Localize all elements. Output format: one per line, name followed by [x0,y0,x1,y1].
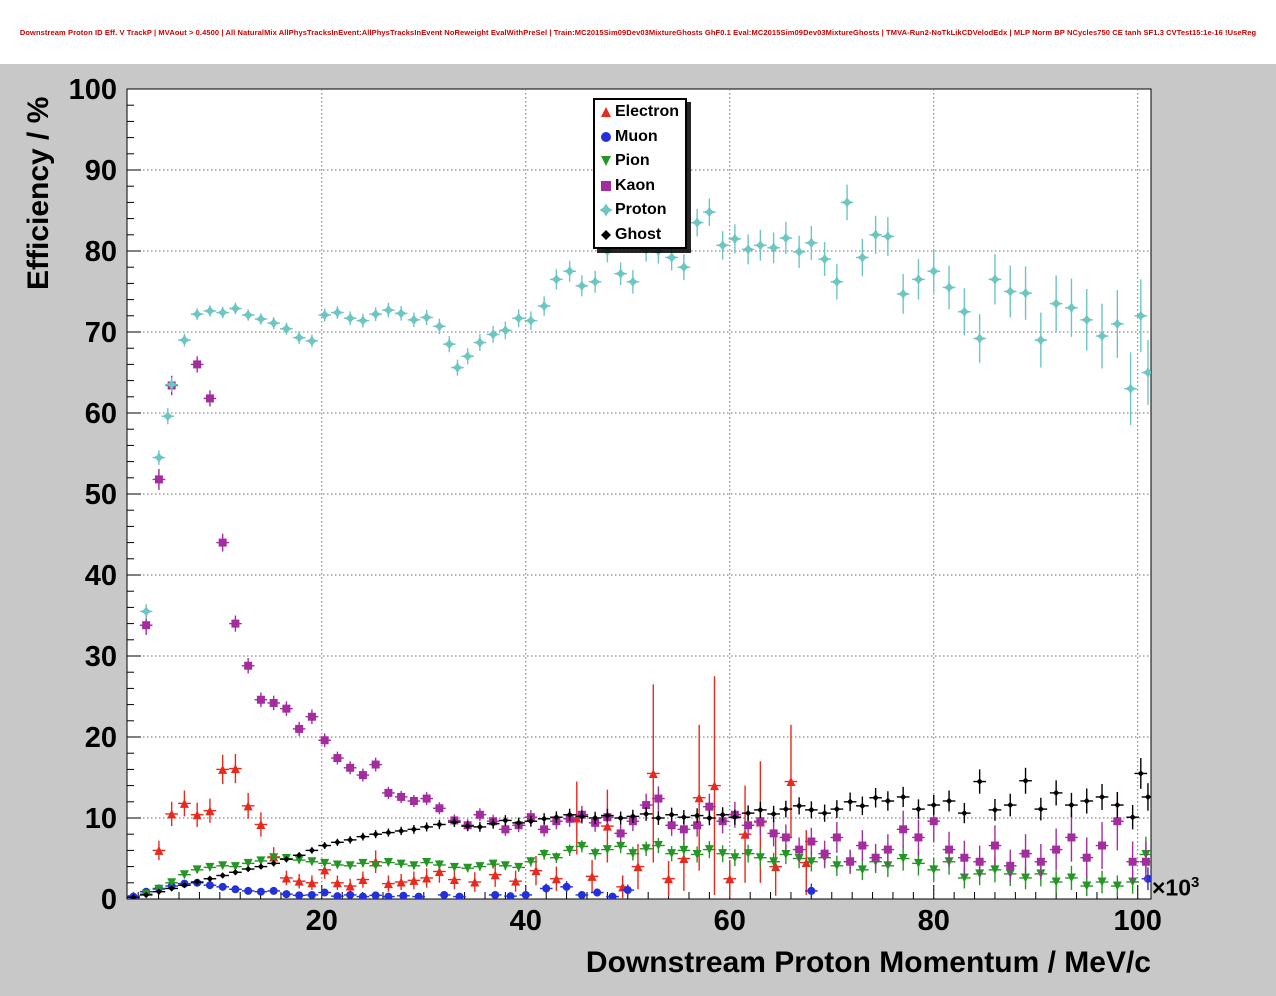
y-tick-label: 60 [85,398,117,430]
legend-item-proton: Proton [595,198,685,223]
electron-marker-icon [601,107,611,118]
legend-item-label: Muon [615,127,658,145]
legend-item-muon: Muon [595,125,685,150]
x-axis-exponent-power: 3 [1191,874,1200,891]
legend-item-label: Ghost [615,225,662,243]
x-tick-label: 100 [1114,905,1162,937]
series-ghost [127,758,1151,899]
y-tick-label: 0 [101,884,117,916]
ghost-marker-icon [601,229,611,240]
series-proton [139,184,1151,619]
x-axis-exponent: ×103 [1152,874,1199,902]
y-tick-label: 70 [85,317,117,349]
proton-marker-icon [599,203,613,217]
legend-item-electron: Electron [595,100,685,125]
y-tick-label: 20 [85,722,117,754]
x-axis-exponent-base: ×10 [1152,874,1192,901]
plot-title: Downstream Proton ID Eff. V TrackP | MVA… [19,27,1257,37]
x-axis-title: Downstream Proton Momentum / MeV/c [585,946,1151,979]
kaon-marker-icon [601,180,611,191]
y-tick-label: 80 [85,236,117,268]
legend-item-label: Proton [615,201,667,219]
legend-item-label: Kaon [615,176,655,194]
legend-item-label: Pion [615,152,650,170]
y-tick-label: 90 [85,155,117,187]
y-tick-label: 100 [69,74,117,106]
tick-labels: 20 40 60 80 100 0 10 20 30 40 50 60 70 80 90 100 [69,74,1162,937]
legend-item-pion: Pion [595,149,685,174]
x-tick-label: 60 [714,905,746,937]
y-tick-label: 40 [85,560,117,592]
x-tick-label: 80 [918,905,950,937]
pion-marker-icon [601,156,611,167]
legend-item-kaon: Kaon [595,174,685,199]
plot-title-bar: Downstream Proton ID Eff. V TrackP | MVA… [0,0,1276,64]
series-electron [127,676,813,899]
legend-item-label: Electron [615,103,680,121]
series-kaon [139,356,1151,882]
legend: Electron Muon Pion Kaon Proton Ghost [593,98,687,249]
y-tick-label: 30 [85,641,117,673]
legend-item-ghost: Ghost [595,223,685,248]
y-tick-label: 10 [85,803,117,835]
y-tick-label: 50 [85,479,117,511]
muon-marker-icon [601,131,611,142]
x-tick-label: 40 [510,905,542,937]
y-axis-title: Efficiency / % [22,96,55,290]
x-tick-label: 20 [306,905,338,937]
